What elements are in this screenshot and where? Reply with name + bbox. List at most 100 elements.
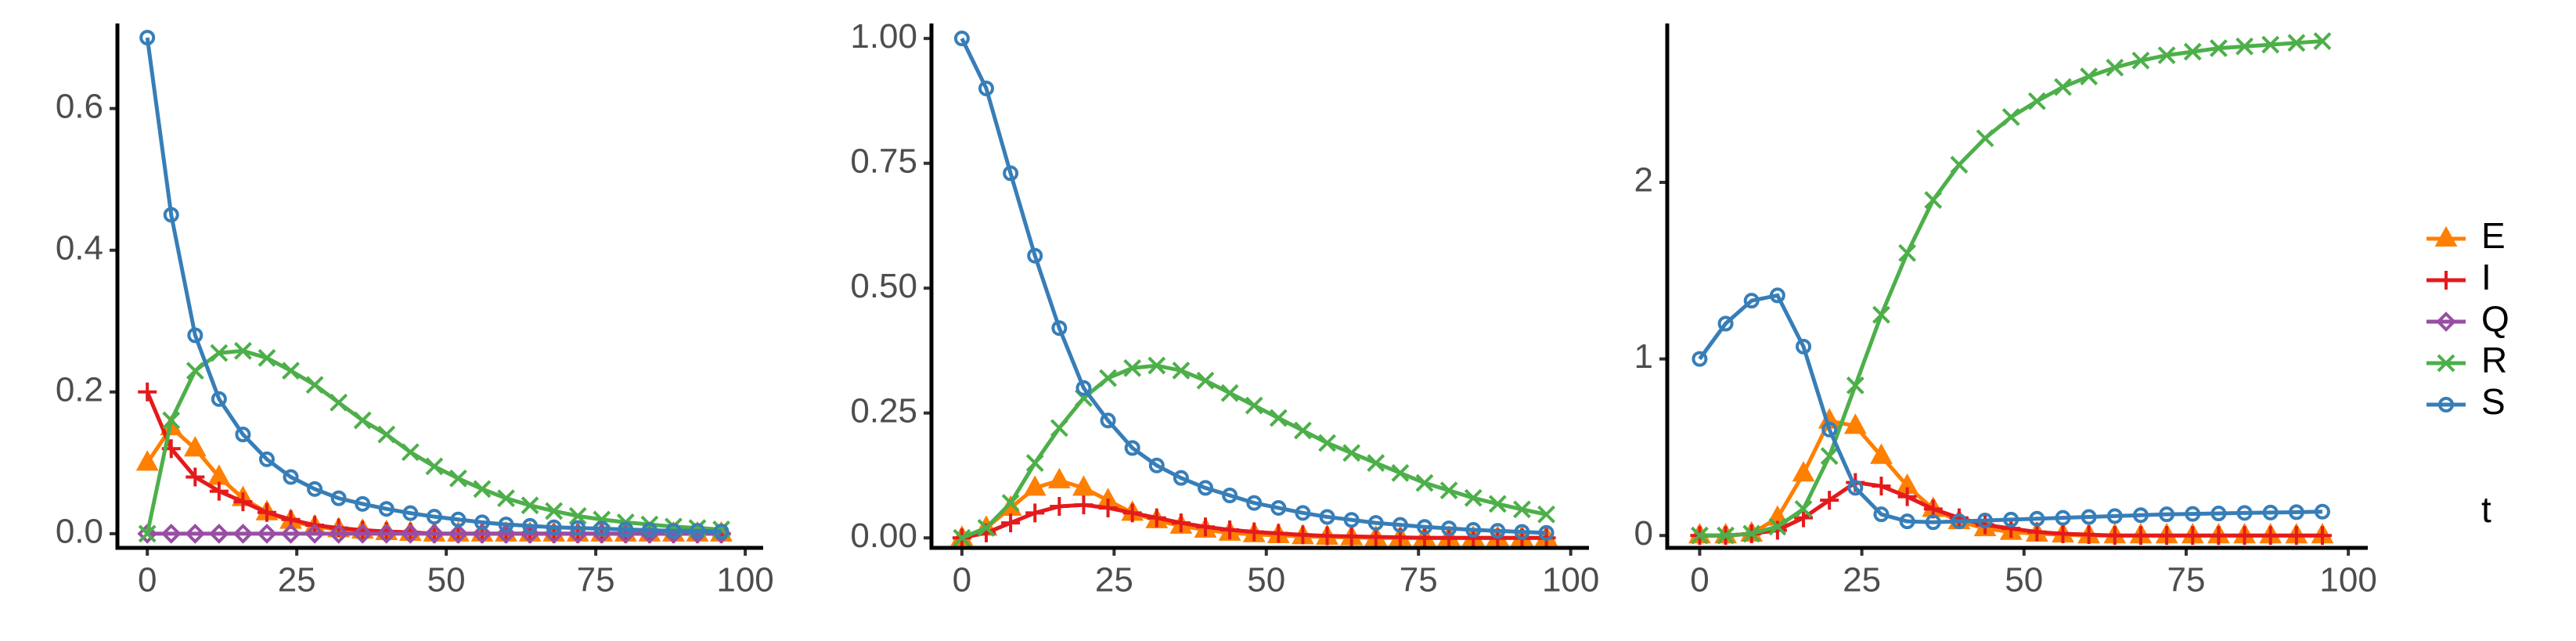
y-tick-label: 0.6 xyxy=(56,87,103,125)
marker xyxy=(1124,440,1140,456)
marker xyxy=(689,523,705,539)
marker xyxy=(2236,37,2254,56)
marker xyxy=(1269,524,1288,543)
marker xyxy=(280,524,301,544)
marker xyxy=(282,362,300,380)
marker xyxy=(1198,480,1213,496)
marker xyxy=(138,382,157,402)
marker xyxy=(2001,519,2021,538)
marker xyxy=(1821,421,1838,438)
marker xyxy=(1924,191,1943,210)
marker xyxy=(495,524,517,544)
marker xyxy=(2437,271,2455,290)
marker xyxy=(1846,376,1864,394)
marker xyxy=(522,517,539,534)
marker xyxy=(1072,475,1095,496)
marker xyxy=(2183,526,2203,546)
marker xyxy=(1872,477,1891,496)
marker xyxy=(2434,225,2458,247)
marker xyxy=(1123,358,1142,377)
marker xyxy=(1075,380,1092,396)
x-tick-label: 50 xyxy=(427,561,466,600)
marker xyxy=(135,450,159,471)
marker xyxy=(568,506,587,525)
marker xyxy=(2079,525,2099,545)
marker xyxy=(1977,513,1994,529)
series-line xyxy=(960,363,1547,540)
marker xyxy=(1003,165,1019,182)
marker xyxy=(1794,508,1814,528)
marker xyxy=(1820,491,1839,510)
marker xyxy=(1220,384,1239,402)
marker xyxy=(1196,517,1215,537)
marker xyxy=(425,457,444,476)
marker xyxy=(1122,503,1142,523)
marker xyxy=(472,524,492,544)
y-tick-label: 0 xyxy=(1634,514,1653,553)
marker xyxy=(978,80,994,96)
marker xyxy=(1367,454,1385,472)
marker xyxy=(352,524,373,544)
legend-label: E xyxy=(2481,215,2506,256)
marker xyxy=(2312,526,2332,546)
marker xyxy=(210,344,229,362)
marker xyxy=(1245,396,1263,415)
x-tick-label: 100 xyxy=(716,561,773,600)
marker xyxy=(1025,454,1044,472)
marker xyxy=(305,376,324,394)
marker xyxy=(2131,51,2150,70)
marker xyxy=(233,492,253,512)
marker xyxy=(1417,519,1432,535)
series-line xyxy=(145,348,722,535)
marker xyxy=(1439,528,1459,548)
marker xyxy=(1742,524,1761,543)
marker xyxy=(1050,497,1069,517)
marker xyxy=(2055,510,2071,526)
y-tick-label: 0.0 xyxy=(56,513,103,551)
marker xyxy=(593,520,610,537)
marker xyxy=(1768,517,1787,536)
marker xyxy=(1691,526,1709,545)
series-line xyxy=(145,391,722,536)
x-tick-label: 0 xyxy=(953,561,971,600)
marker xyxy=(1367,515,1384,531)
marker xyxy=(209,481,229,501)
marker xyxy=(1099,369,1117,387)
marker xyxy=(400,524,421,544)
marker xyxy=(473,480,492,499)
x-tick-label: 75 xyxy=(2167,561,2205,600)
marker xyxy=(186,467,205,487)
marker xyxy=(2210,506,2227,522)
marker xyxy=(2313,32,2332,50)
marker xyxy=(401,443,420,462)
marker xyxy=(1148,457,1165,474)
marker xyxy=(1343,512,1360,528)
marker xyxy=(1490,523,1506,539)
marker xyxy=(1873,506,1890,523)
marker xyxy=(1843,413,1867,434)
marker xyxy=(2209,39,2228,57)
marker xyxy=(187,327,204,344)
marker xyxy=(2157,46,2176,65)
marker xyxy=(570,520,586,536)
marker xyxy=(2262,504,2279,520)
marker xyxy=(2029,510,2045,527)
marker xyxy=(1872,305,1890,324)
marker xyxy=(1743,293,1760,309)
legend-title: t xyxy=(2481,489,2491,530)
x-tick-label: 50 xyxy=(1247,561,1285,600)
marker xyxy=(1537,505,1555,524)
marker xyxy=(1951,513,1967,530)
marker xyxy=(1050,419,1068,438)
axis xyxy=(929,23,1589,550)
marker xyxy=(2185,506,2201,522)
marker xyxy=(1319,509,1335,525)
marker xyxy=(330,490,347,506)
marker xyxy=(378,501,395,517)
marker xyxy=(1196,371,1215,390)
marker xyxy=(1172,362,1191,380)
marker xyxy=(2209,526,2228,546)
marker xyxy=(209,524,229,544)
marker xyxy=(2003,511,2019,528)
marker xyxy=(2183,42,2202,61)
